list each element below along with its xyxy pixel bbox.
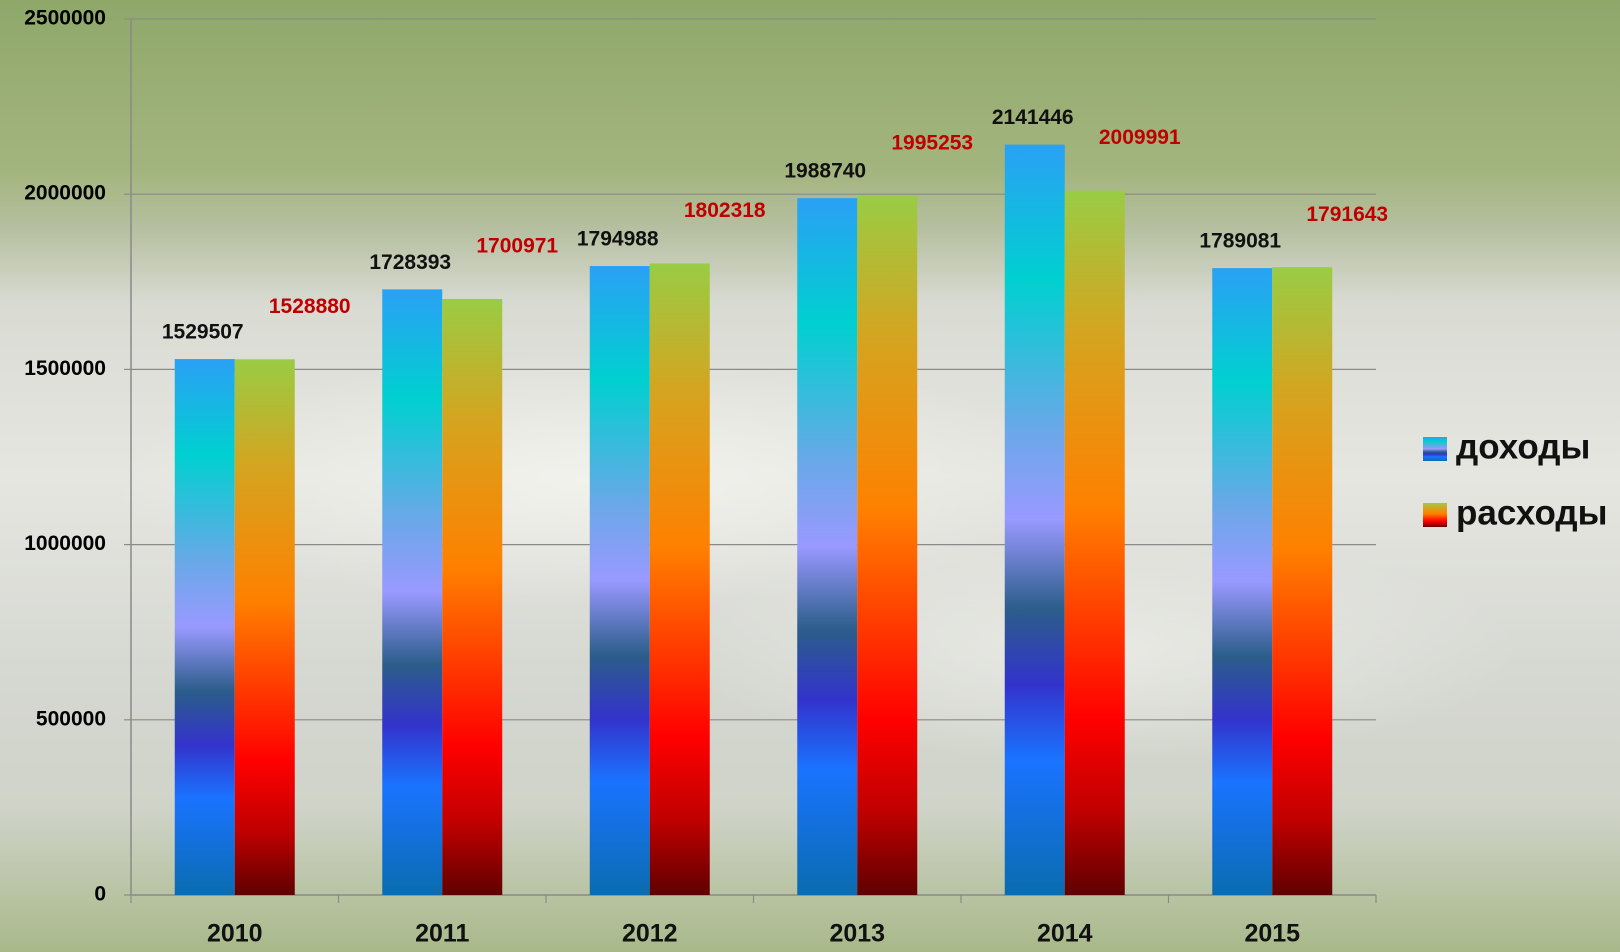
x-tick-label: 2015 — [1244, 920, 1300, 948]
y-tick-label: 2500000 — [24, 7, 106, 30]
data-label: 1791643 — [1306, 203, 1388, 226]
legend-label: расходы — [1456, 493, 1607, 532]
y-tick-label: 1000000 — [24, 532, 106, 555]
bar — [857, 195, 918, 895]
bar — [1064, 190, 1125, 895]
y-tick-label: 2000000 — [24, 182, 106, 205]
data-label: 1789081 — [1199, 230, 1281, 253]
data-label: 1529507 — [162, 321, 244, 344]
bar — [174, 359, 235, 895]
bar — [442, 298, 503, 896]
data-label: 1988740 — [784, 160, 866, 183]
x-tick-label: 2010 — [207, 920, 263, 948]
bar — [589, 266, 650, 895]
y-tick-label: 500000 — [36, 707, 106, 730]
bar — [234, 359, 295, 895]
bar — [1004, 144, 1065, 895]
x-tick-label: 2013 — [829, 920, 885, 948]
data-label: 1528880 — [269, 295, 351, 318]
legend-label: доходы — [1456, 427, 1590, 466]
y-tick-label: 0 — [94, 883, 106, 906]
data-label: 1802318 — [684, 199, 766, 222]
data-label: 2009991 — [1099, 126, 1181, 149]
bar — [1272, 267, 1333, 896]
data-label: 1995253 — [891, 131, 973, 154]
data-label: 1700971 — [476, 235, 558, 258]
bar — [649, 263, 710, 895]
x-tick-label: 2011 — [415, 920, 469, 948]
data-label: 1794988 — [577, 228, 659, 251]
x-tick-label: 2014 — [1037, 920, 1093, 948]
data-label: 2141446 — [992, 106, 1074, 129]
y-tick-label: 1500000 — [24, 357, 106, 380]
x-tick-label: 2012 — [622, 920, 678, 948]
bar — [382, 289, 443, 895]
legend-marker — [1423, 437, 1447, 461]
bar — [797, 198, 858, 895]
bar — [1212, 268, 1273, 895]
legend-marker — [1423, 503, 1447, 527]
data-label: 1728393 — [369, 251, 451, 274]
